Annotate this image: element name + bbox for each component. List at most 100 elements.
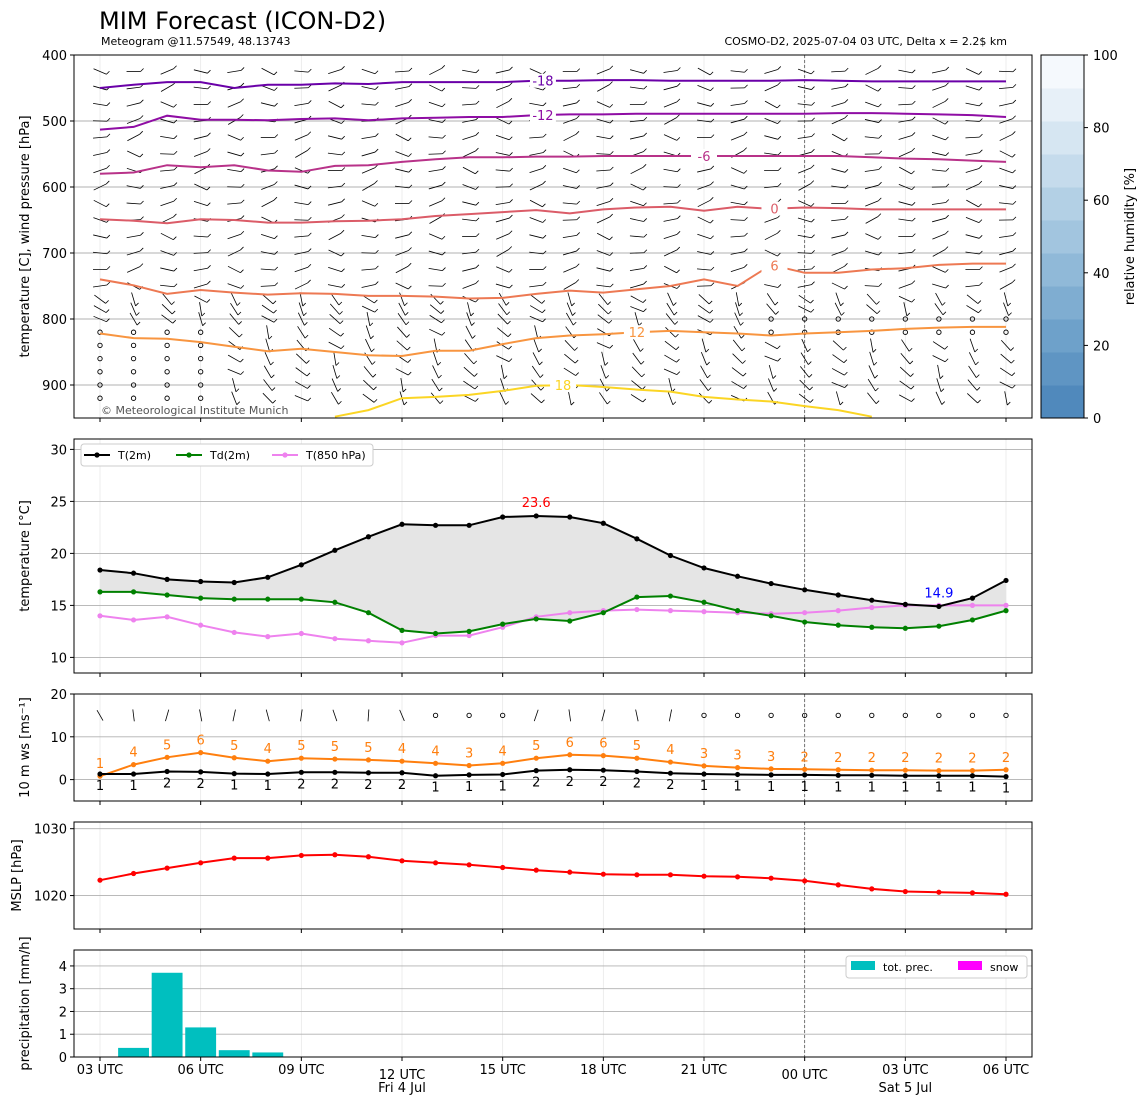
wind-barb-flag <box>274 165 278 170</box>
upper_air-y-axis-label: temperature [C], wind pressure [hPa] <box>18 115 33 357</box>
wind-point <box>432 760 439 766</box>
precipitation-frame <box>73 949 1033 1058</box>
wind-barb <box>432 365 439 379</box>
wind-barb <box>629 268 644 271</box>
calm-wind-marker <box>164 395 170 401</box>
speed-value-label: 2 <box>532 776 540 791</box>
wind-barb-flag <box>542 318 546 323</box>
wind-barb-flag <box>675 333 679 338</box>
gust-value-label: 1 <box>96 757 104 772</box>
wind-barb <box>630 306 644 313</box>
wind-barb-flag <box>575 279 580 283</box>
wind-barb-flag <box>273 309 277 314</box>
wind-barb <box>798 167 812 174</box>
wind-barb-flag <box>874 374 878 379</box>
calm-wind-marker <box>97 382 103 388</box>
wind-point <box>869 772 875 778</box>
temperature-point <box>835 592 841 598</box>
temperature-point <box>902 601 908 607</box>
wind-barb-flag <box>207 233 211 238</box>
wind-barb-flag <box>872 349 877 353</box>
wind-barb <box>864 285 879 287</box>
wind-barb-flag <box>540 386 545 391</box>
wind-barb <box>596 232 610 241</box>
day-label: Sat 5 Jul <box>879 1081 933 1096</box>
wind-barb-flag <box>475 147 479 152</box>
wind-barb <box>932 101 946 108</box>
temperature-point <box>634 606 640 613</box>
wind-barb-flag <box>240 136 244 141</box>
wind-barb <box>731 367 744 377</box>
isotherm-label-background <box>623 325 650 340</box>
wind-barb-flag <box>978 309 982 314</box>
temperature-point <box>97 567 103 573</box>
wind-barb <box>730 184 745 190</box>
wind-barb-flag <box>371 348 375 353</box>
upper_air-y-tick-label: 900 <box>42 379 67 394</box>
wind-barb-flag <box>106 234 111 239</box>
wind-barb-flag <box>911 170 915 175</box>
temperature-legend: T(2m) Td(2m) T(850 hPa) <box>80 443 374 467</box>
calm-wind-marker <box>869 316 875 322</box>
calm-wind-marker <box>130 369 137 375</box>
wind-barb-flag <box>442 251 446 256</box>
wind-barb-flag <box>439 387 443 392</box>
wind-barb-flag <box>743 264 748 268</box>
wind-barb <box>230 302 239 316</box>
isotherm-line <box>99 325 1006 358</box>
calm-wind-marker <box>969 329 976 335</box>
wind-barb <box>295 150 308 158</box>
wind-barb-flag <box>407 359 412 363</box>
temperature-point <box>399 627 405 633</box>
wind-barb <box>596 200 611 207</box>
wind-barb-flag <box>777 151 782 156</box>
wind-barb <box>965 152 980 156</box>
colorbar-frame <box>1040 54 1085 419</box>
mslp-point <box>130 870 137 877</box>
wind-barb <box>131 292 136 307</box>
wind-point <box>869 767 875 773</box>
wind-barb-flag <box>139 115 144 119</box>
wind-barb <box>798 305 812 313</box>
wind-barb-flag <box>307 263 312 268</box>
temperature-point <box>768 613 774 619</box>
wind-barb-flag <box>777 357 781 362</box>
temperature-point <box>365 638 372 644</box>
colorbar-band <box>1041 286 1084 320</box>
temperature-point <box>500 514 506 520</box>
wind-barb <box>529 251 544 255</box>
wind-barb-flag <box>609 119 614 124</box>
upper_air-y-tick-label: 500 <box>42 115 67 130</box>
temperature-point <box>634 536 640 542</box>
temperature-point <box>567 514 573 520</box>
wind-barb-flag <box>643 101 648 105</box>
wind-barb-flag <box>811 265 815 270</box>
wind-barb <box>932 355 946 363</box>
wind-barb-flag <box>1012 263 1016 268</box>
wind-barb-flag <box>475 233 480 237</box>
wind-barb <box>93 103 107 106</box>
wind-barb <box>831 265 845 274</box>
wind-barb-flag <box>643 202 647 207</box>
speed-value-label: 1 <box>264 779 272 794</box>
isotherm-label: 12 <box>629 326 646 341</box>
speed-value-label: 2 <box>364 778 372 793</box>
colorbar-tick-label: 100 <box>1093 49 1118 64</box>
wind-barb <box>329 314 341 324</box>
wind-barb-flag <box>609 104 614 108</box>
wind-barb-flag <box>979 118 983 122</box>
wind-barb-flag <box>340 345 345 349</box>
wind-barb-flag <box>1011 279 1016 283</box>
calm-wind-marker <box>164 329 170 335</box>
temperature-series-line <box>99 604 1006 644</box>
wind-barb-flag <box>676 358 680 363</box>
wind-barb-flag <box>542 234 547 239</box>
calm-wind-marker <box>768 316 774 322</box>
wind-barb-flag <box>607 301 611 305</box>
legend-box <box>80 443 374 467</box>
wind-barb-flag <box>404 302 408 307</box>
wind-barb-flag <box>507 320 511 325</box>
wind-barb-flag <box>341 151 346 156</box>
wind-barb <box>395 151 409 157</box>
temperature-point <box>869 604 875 611</box>
